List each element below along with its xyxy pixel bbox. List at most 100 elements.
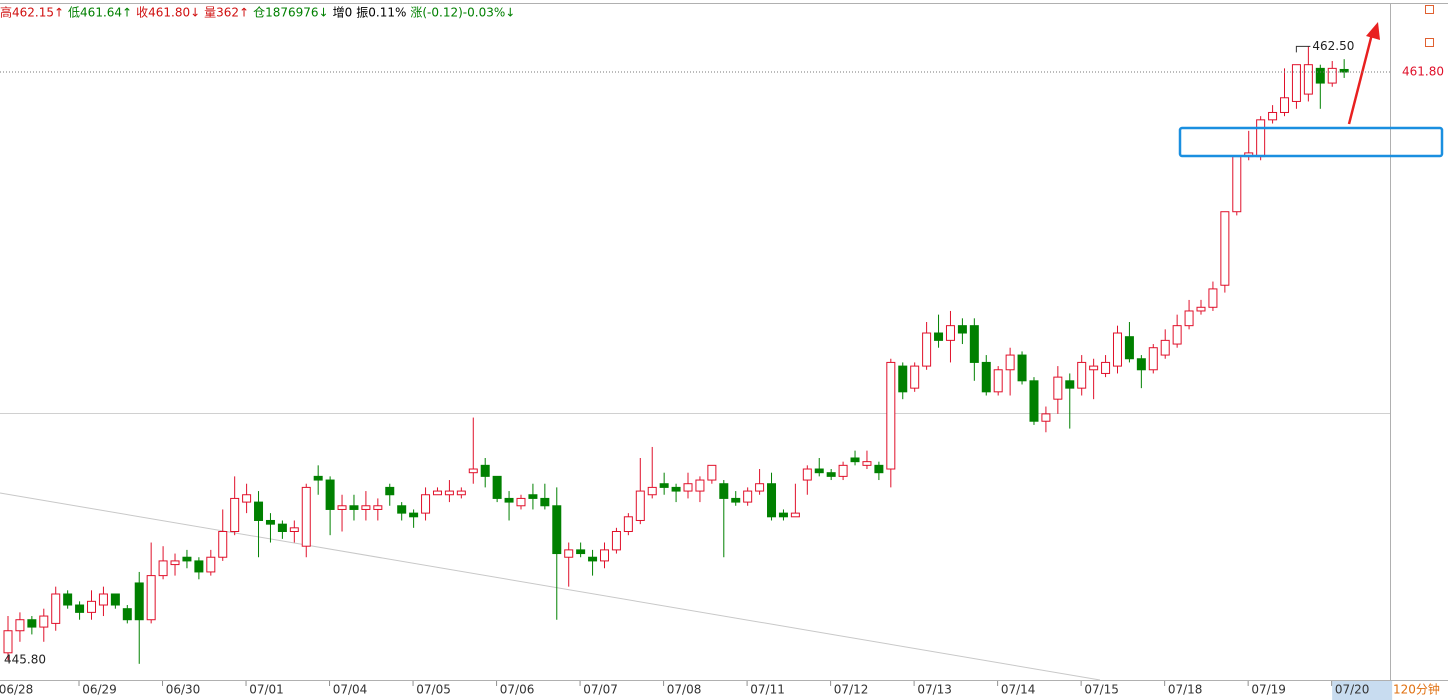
candle-body (898, 365, 908, 393)
candle-body (1208, 288, 1218, 308)
candle-body (289, 527, 299, 533)
candle-body (1327, 67, 1337, 84)
candle-body (1005, 354, 1015, 371)
candle-body (1101, 361, 1111, 374)
date-label: 07/08 (667, 683, 702, 697)
candle-body (265, 519, 275, 525)
date-label: 07/14 (1001, 683, 1036, 697)
candle-body (397, 505, 407, 514)
date-label: 07/01 (249, 683, 284, 697)
candle-body (635, 490, 645, 521)
candle-body (1077, 361, 1087, 389)
candle-body (683, 483, 693, 492)
candle-body (934, 332, 944, 341)
date-label: 07/18 (1168, 683, 1203, 697)
candle-body (349, 505, 359, 510)
header-item: 振0.11% (356, 6, 406, 20)
candle-body (134, 582, 144, 621)
candle-body (731, 497, 741, 503)
date-highlight (1332, 681, 1393, 700)
candle-body (1160, 339, 1170, 356)
candle-body (182, 556, 192, 562)
candle-body (1280, 97, 1290, 113)
candle-body (194, 560, 204, 573)
candle-body (301, 486, 311, 547)
candle-body (802, 468, 812, 481)
candle-body (922, 332, 932, 367)
date-label: 07/13 (917, 683, 952, 697)
candle-body (552, 505, 562, 555)
candle-body (850, 457, 860, 463)
candle-body (409, 512, 419, 518)
candle-body (957, 325, 967, 334)
candle-body (945, 325, 955, 341)
candle-body (1136, 358, 1146, 371)
candle-body (886, 361, 896, 470)
candle-body (87, 600, 97, 613)
candle-body (98, 593, 108, 606)
candle-body (492, 475, 502, 499)
candle-body (659, 483, 669, 488)
candle-body (63, 593, 73, 606)
candle-body (1172, 325, 1182, 345)
candle-body (600, 549, 609, 562)
low-label: 445.80 (4, 653, 46, 667)
window-icon[interactable] (1425, 5, 1434, 14)
candle-body (480, 464, 490, 477)
candle-body (1184, 310, 1194, 327)
candle-body (1196, 306, 1206, 312)
candle-body (456, 490, 466, 496)
candle-body (158, 560, 168, 577)
date-label: 07/15 (1084, 683, 1119, 697)
candle-body (1124, 336, 1134, 360)
header-item: 高462.15↑ (0, 5, 64, 20)
date-label: 07/05 (416, 683, 451, 697)
trend-line (0, 492, 1101, 681)
candle-body (1029, 380, 1039, 422)
candle-body (361, 505, 371, 510)
header-item: 增0 (333, 6, 353, 20)
candle-body (874, 464, 884, 474)
price-label: 461.80 (1402, 65, 1444, 79)
candle-body (564, 549, 574, 558)
arrow-head (1366, 22, 1380, 40)
candle-body (576, 549, 586, 555)
candle-body (277, 523, 287, 533)
candle-body (1112, 332, 1122, 367)
candle-body (337, 505, 347, 510)
candle-body (421, 494, 431, 514)
date-label: 07/12 (834, 683, 869, 697)
candle-body (993, 369, 1003, 393)
high-label: 462.50 (1312, 39, 1354, 53)
candle-body (647, 486, 657, 496)
date-label: 07/20 (1335, 683, 1370, 697)
candle-body (1053, 376, 1063, 400)
candle-body (170, 560, 180, 566)
candle-body (707, 464, 717, 481)
candle-body (39, 615, 49, 628)
candle-body (444, 490, 454, 496)
candle-body (862, 461, 872, 466)
candle-body (778, 512, 788, 518)
candle-body (504, 497, 514, 503)
candle-body (146, 575, 156, 621)
candle-body (767, 483, 777, 518)
high-marker (1295, 45, 1311, 53)
candles (3, 46, 1349, 664)
date-label: 06/30 (166, 683, 201, 697)
date-label: 07/07 (583, 683, 618, 697)
candle-body (1303, 64, 1313, 95)
candle-body (110, 593, 120, 606)
header-item: 涨(-0.12)-0.03%↓ (410, 5, 515, 20)
candle-body (755, 483, 765, 492)
candle-body (468, 468, 478, 474)
candle-body (588, 556, 598, 562)
candle-body (671, 486, 681, 492)
header-item: 低461.64↑ (68, 6, 132, 20)
candle-body (1089, 365, 1099, 371)
price-tag (1396, 64, 1446, 81)
panel-icon[interactable] (1425, 38, 1434, 47)
candle-body (313, 475, 323, 481)
candle-body (122, 608, 132, 621)
